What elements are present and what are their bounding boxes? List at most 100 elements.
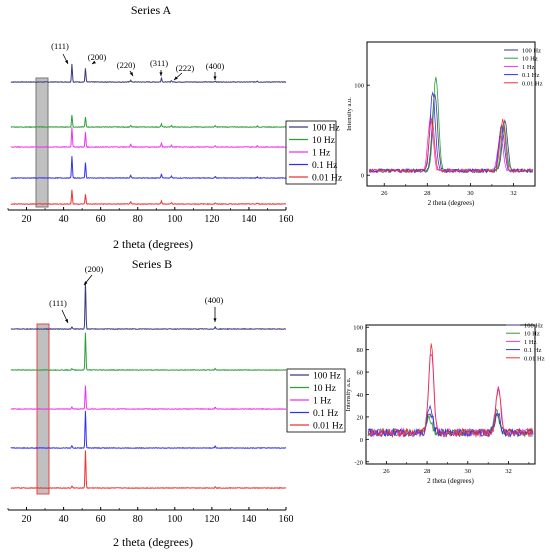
x-tick-label: 160 [279,214,294,225]
inset-series-line [367,343,534,438]
inset-y-tick-label: 0 [360,437,363,444]
series-line [10,332,287,372]
peak-annotation: (111) [49,298,67,308]
legend-label: 0.01 Hz [312,174,342,184]
series-line [10,281,287,331]
annotation-arrowhead [213,318,217,322]
inset-x-tick-label: 26 [381,190,388,197]
legend-label: 0.1 Hz [312,161,337,171]
peak-annotation: (111) [51,41,69,51]
series-b-xlabel: 2 theta (degrees) [113,535,193,549]
legend-label: 10 Hz [312,136,335,146]
inset-y-tick-label: 40 [357,392,364,399]
x-tick-label: 60 [96,214,106,225]
series-b-title: Series B [132,257,172,271]
inset-xlabel: 2 theta (degrees) [427,477,474,485]
inset-x-tick-label: 28 [424,468,431,475]
series-line [10,127,287,149]
x-tick-label: 20 [22,214,32,225]
x-tick-label: 40 [59,514,69,525]
shaded-region [35,77,49,208]
peak-annotation: (200) [88,52,107,62]
x-tick-label: 20 [22,514,32,525]
x-tick-label: 80 [133,214,143,225]
inset-x-tick-label: 30 [467,190,474,197]
inset-legend-label: 100 Hz [524,323,543,330]
inset-legend-label: 10 Hz [522,56,538,63]
inset-ylabel: Intensity a.u. [345,377,352,411]
inset-series-line [367,353,534,438]
inset-ylabel: Intensity a.u. [346,97,353,131]
inset-y-tick-label: 20 [357,414,364,421]
x-tick-label: 140 [241,514,256,525]
inset-x-tick-label: 32 [510,190,517,197]
inset-legend-label: 10 Hz [524,331,540,338]
inset-series-line [367,404,534,438]
peak-annotation: (311) [150,58,168,68]
x-tick-label: 60 [96,514,106,525]
inset-xlabel: 2 theta (degrees) [428,199,475,207]
annotation-arrowhead [213,76,217,80]
inset-x-tick-label: 28 [424,190,431,197]
legend-label: 0.1 Hz [313,409,338,419]
inset-series-line [368,118,534,174]
legend-label: 0.01 Hz [313,422,343,432]
x-tick-label: 40 [59,214,69,225]
inset-x-tick-label: 32 [505,468,512,475]
annotation-arrowhead [92,60,96,64]
annotation-arrowhead [84,281,88,285]
annotation-arrowhead [65,319,68,323]
inset-legend-label: 100 Hz [522,48,541,55]
peak-annotation: (222) [176,63,195,73]
inset-y-tick-label: 100 [354,83,364,90]
inset-legend-label: 0.1 Hz [522,72,539,79]
x-tick-label: 100 [167,514,182,525]
annotation-arrowhead [129,72,133,76]
annotation-arrowhead [64,60,68,64]
x-tick-label: 140 [241,214,256,225]
inset-series-line [368,114,534,174]
x-tick-label: 120 [204,214,219,225]
series-line [10,114,287,129]
series-a-title: Series A [131,3,172,17]
annotation-arrowhead [174,76,178,80]
inset-y-tick-label: 80 [357,347,364,354]
x-tick-label: 120 [204,514,219,525]
legend-label: 1 Hz [312,149,330,159]
legend-label: 100 Hz [312,124,340,134]
legend-label: 1 Hz [313,397,331,407]
series-line [10,189,287,206]
inset-legend-label: 0.1 Hz [524,347,541,354]
series-line [10,385,286,411]
peak-annotation: (400) [205,295,224,305]
annotation-arrowhead [159,72,163,76]
inset-x-tick-label: 30 [465,468,472,475]
inset-legend-label: 0.01 Hz [524,355,545,362]
series-line [10,63,287,84]
peak-annotation: (400) [206,61,225,71]
x-tick-label: 80 [133,514,143,525]
inset-y-tick-label: -20 [354,459,363,466]
peak-annotation: (200) [85,264,104,274]
inset-frame [365,324,536,465]
inset-legend-label: 1 Hz [524,339,537,346]
inset-legend-label: 1 Hz [522,64,535,71]
inset-y-tick-label: 60 [357,370,364,377]
legend-label: 100 Hz [313,372,341,382]
inset-y-tick-label: 100 [353,325,363,332]
inset-y-tick-label: 0 [361,173,364,180]
series-line [10,450,287,490]
series-line [10,156,287,180]
x-tick-label: 160 [279,514,294,525]
inset-legend-label: 0.01 Hz [522,80,543,87]
inset-series-line [369,76,534,174]
series-b-panel: Series B 2 theta (degrees) 20 40 60 80 100 12… [7,257,545,549]
legend-label: 10 Hz [313,384,336,394]
inset-x-tick-label: 26 [383,468,390,475]
series-a-panel: Series A 2 theta (degrees) 20 40 60 80 100 12… [7,3,543,251]
inset-frame [366,41,536,187]
series-a-xlabel: 2 theta (degrees) [113,237,193,251]
x-tick-label: 100 [167,214,182,225]
peak-annotation: (220) [117,60,136,70]
